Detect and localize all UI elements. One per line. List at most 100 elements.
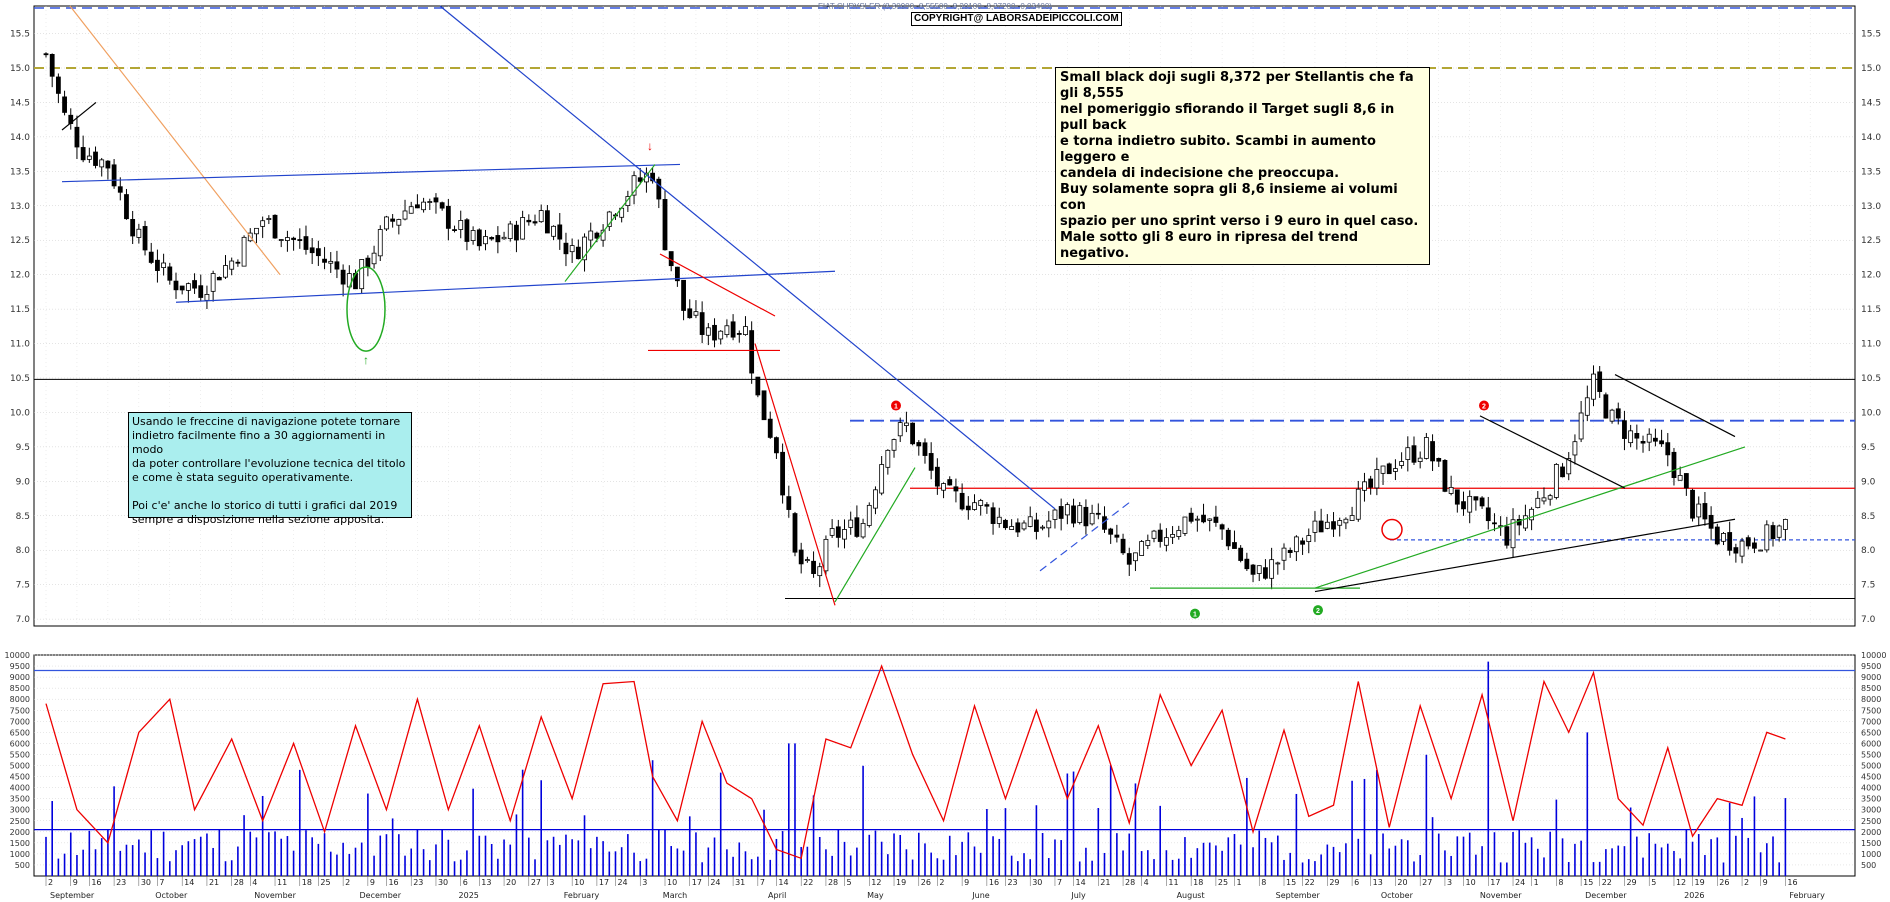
candle-body <box>43 53 49 56</box>
candle-body <box>476 229 482 247</box>
upper-channel-line <box>61 163 681 183</box>
candle-body <box>1133 552 1138 562</box>
candle-body <box>235 261 241 264</box>
x-day-label: 9 <box>370 878 375 887</box>
price-tick-label-right: 11.5 <box>1861 305 1881 315</box>
candle-body <box>458 220 464 230</box>
candle-body <box>1250 564 1256 575</box>
candle-body <box>1034 519 1039 532</box>
candle-body <box>1238 547 1244 561</box>
candle-body <box>303 236 309 250</box>
candle-body <box>148 251 154 263</box>
price-tick-label-left: 9.5 <box>16 443 30 453</box>
candle-body <box>1213 516 1219 523</box>
x-day-label: 28 <box>234 878 244 887</box>
numbered-marker <box>1190 608 1200 619</box>
candle-body <box>1683 473 1689 489</box>
volume-tick-label-left: 2000 <box>10 828 30 837</box>
x-month-label: 2026 <box>1684 891 1704 900</box>
volume-tick-label-left: 1000 <box>10 850 30 859</box>
x-day-label: 7 <box>159 878 164 887</box>
volume-tick-label-right: 1000 <box>1861 850 1881 859</box>
price-tick-label-right: 8.0 <box>1861 546 1876 556</box>
candle-body <box>1758 549 1764 552</box>
x-day-label: 23 <box>116 878 126 887</box>
candle-body <box>1145 540 1151 546</box>
x-day-label: 22 <box>1305 878 1315 887</box>
price-tick-label-left: 13.5 <box>10 167 30 177</box>
candle-body <box>210 273 216 292</box>
x-month-label: May <box>867 891 884 900</box>
candle-body <box>260 220 266 227</box>
oscillator-line <box>45 664 1786 860</box>
x-day-label: 18 <box>1193 878 1203 887</box>
candle-body <box>1046 520 1052 529</box>
candle-body <box>142 226 148 251</box>
price-tick-label-right: 12.5 <box>1861 236 1881 246</box>
candle-body <box>266 218 272 220</box>
x-day-label: 7 <box>1057 878 1062 887</box>
candle-body <box>984 504 990 507</box>
candle-body <box>866 504 872 526</box>
price-tick-label-left: 10.5 <box>10 374 30 384</box>
volume-tick-label-right: 4500 <box>1861 773 1881 782</box>
candle-body <box>124 194 129 220</box>
candle-body <box>1535 497 1541 508</box>
x-day-label: 10 <box>1466 878 1476 887</box>
volume-tick-label-right: 2500 <box>1861 817 1881 826</box>
candle-body <box>1436 458 1442 462</box>
price-tick-label-right: 12.0 <box>1861 271 1881 281</box>
price-tick-label-right: 14.5 <box>1861 98 1881 108</box>
price-tick-label-right: 15.5 <box>1861 30 1881 40</box>
price-tick-label-right: 10.0 <box>1861 408 1881 418</box>
candle-body <box>1176 530 1182 537</box>
candle-body <box>885 449 891 468</box>
black-rising-support <box>1314 518 1736 593</box>
candle-body <box>1306 535 1312 542</box>
candle-body <box>1510 519 1516 549</box>
numbered-marker-label: 1 <box>1193 612 1197 619</box>
candle-body <box>402 210 408 220</box>
candle-body <box>1281 547 1287 561</box>
candle-body <box>179 285 185 291</box>
x-day-label: 10 <box>574 878 584 887</box>
candle-body <box>959 492 965 510</box>
candle-body <box>1764 524 1770 551</box>
candle-body <box>1609 409 1615 422</box>
blue-dashed-breakout <box>1039 501 1131 572</box>
volume-tick-label-right: 5000 <box>1861 762 1881 771</box>
x-day-label: 15 <box>1583 878 1593 887</box>
x-day-label: 9 <box>1763 878 1768 887</box>
candle-body <box>1120 538 1126 554</box>
candle-body <box>1442 459 1448 492</box>
x-day-label: 13 <box>1373 878 1383 887</box>
candle-body <box>371 252 377 265</box>
candle-body <box>1560 466 1565 478</box>
candle-body <box>1393 468 1398 472</box>
x-month-label: November <box>1480 891 1522 900</box>
candle-body <box>1244 558 1250 570</box>
candle-body <box>1077 505 1083 523</box>
candle-body <box>93 151 98 166</box>
candle-body <box>1714 526 1720 545</box>
candle-body <box>749 330 755 374</box>
candle-body <box>216 276 222 281</box>
price-panel-frame <box>33 5 1856 627</box>
lower-channel-line <box>175 270 836 303</box>
candle-body <box>705 327 711 336</box>
candle-body <box>315 248 321 257</box>
candle-body <box>835 526 841 538</box>
x-day-label: 15 <box>1286 878 1296 887</box>
candle-body <box>817 566 823 577</box>
candle-body <box>390 218 396 222</box>
candle-body <box>1529 508 1534 521</box>
x-day-label: 3 <box>642 878 647 887</box>
candle-body <box>928 453 934 471</box>
candle-body <box>1324 521 1330 529</box>
x-day-label: 21 <box>1100 878 1110 887</box>
candle-body <box>1312 520 1318 533</box>
candle-body <box>1232 542 1237 549</box>
candle-body <box>130 219 136 237</box>
x-day-label: 6 <box>1354 878 1359 887</box>
price-tick-label-right: 9.5 <box>1861 443 1875 453</box>
